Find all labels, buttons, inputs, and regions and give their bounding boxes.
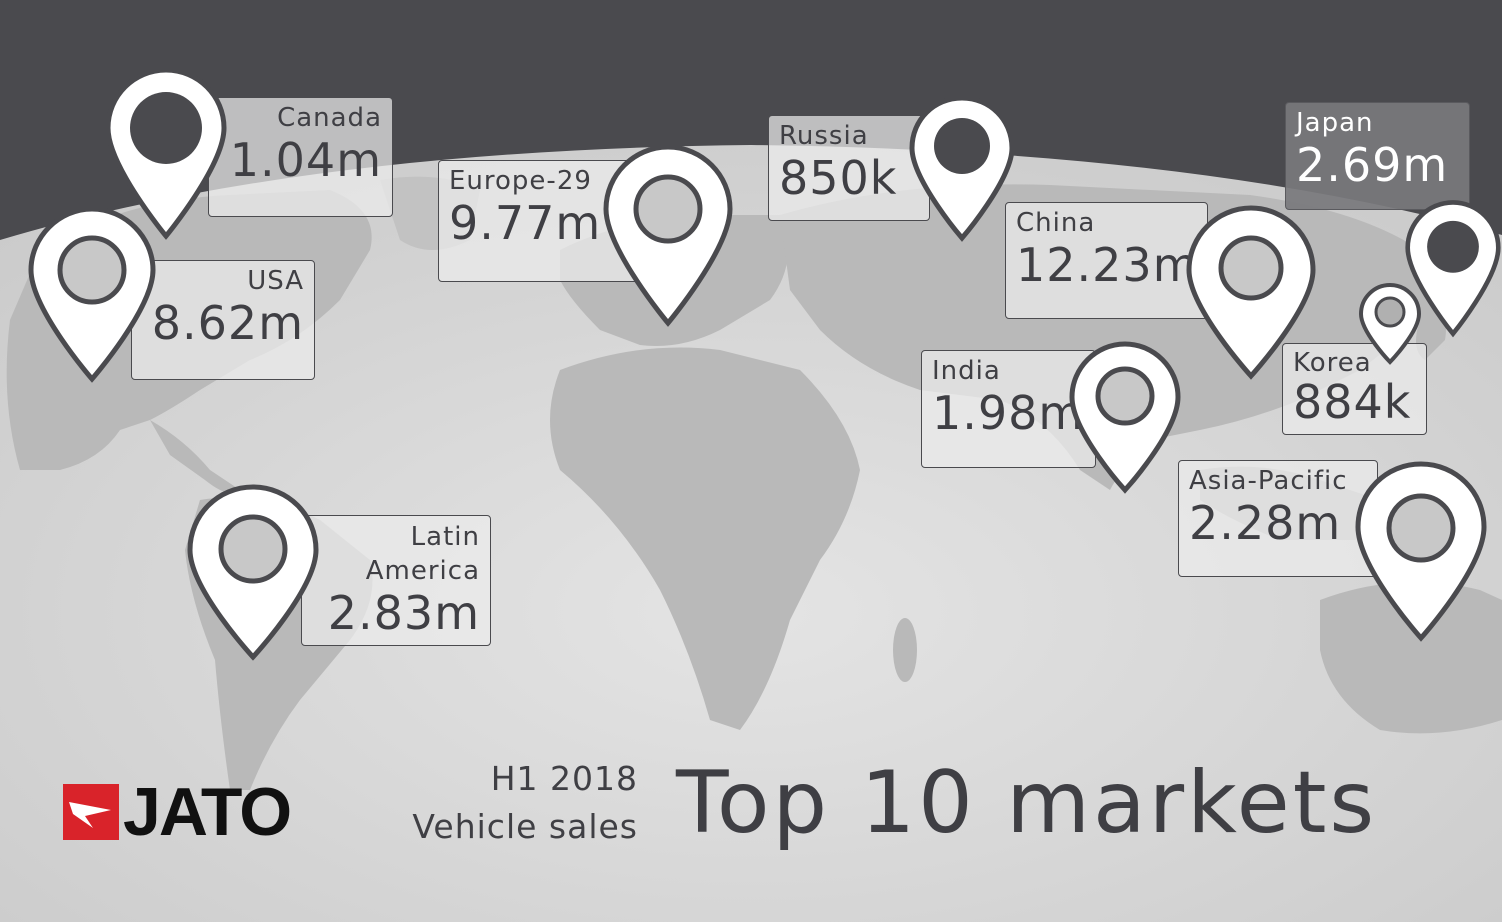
map-pin-icon — [28, 206, 156, 383]
subtitle-period: H1 2018 — [490, 759, 638, 798]
map-pin-icon — [1358, 282, 1422, 365]
market-label-europe: Europe-29 9.77m — [438, 160, 638, 282]
market-label-korea: Korea 884k — [1282, 343, 1427, 435]
subtitle-metric: Vehicle sales — [412, 807, 638, 846]
market-value-canada: 1.04m — [229, 133, 382, 187]
market-name-korea: Korea — [1293, 348, 1372, 378]
market-label-india: India 1.98m — [921, 350, 1096, 468]
map-pin-icon — [603, 144, 733, 327]
market-label-russia: Russia 850k — [768, 115, 930, 221]
market-label-usa: USA 8.62m — [131, 260, 315, 380]
land-central-america — [150, 420, 240, 494]
market-value-russia: 850k — [779, 151, 898, 205]
market-name-usa: USA — [247, 266, 304, 296]
page-title: Top 10 markets — [676, 753, 1378, 853]
market-label-latin-america: Latin America 2.83m — [301, 515, 491, 646]
map-pin-icon — [909, 95, 1015, 242]
land-africa — [550, 347, 860, 730]
market-name-latin-america-line1: Latin — [410, 522, 480, 552]
market-name-asia-pacific: Asia-Pacific — [1189, 466, 1348, 496]
jato-logo-mark — [63, 784, 119, 840]
market-value-japan: 2.69m — [1296, 138, 1449, 192]
market-label-canada: Canada 1.04m — [208, 97, 393, 217]
subtitle: H1 2018 Vehicle sales — [340, 755, 638, 851]
market-value-korea: 884k — [1293, 375, 1412, 429]
market-value-india: 1.98m — [932, 386, 1085, 440]
market-name-russia: Russia — [779, 121, 869, 151]
market-name-canada: Canada — [277, 103, 382, 133]
map-pin-icon — [1069, 341, 1181, 494]
market-name-latin-america-line2: America — [365, 556, 480, 586]
market-value-asia-pacific: 2.28m — [1189, 496, 1342, 550]
market-name-india: India — [932, 356, 1001, 386]
map-pin-icon — [1355, 461, 1487, 642]
market-name-china: China — [1016, 208, 1096, 238]
jato-logo: JATO — [63, 774, 292, 850]
market-label-asia-pacific: Asia-Pacific 2.28m — [1178, 460, 1378, 577]
map-pin-icon — [1405, 200, 1501, 338]
market-value-china: 12.23m — [1016, 238, 1199, 292]
market-label-japan: Japan 2.69m — [1285, 102, 1470, 210]
land-madagascar — [893, 618, 917, 682]
map-pin-icon — [187, 484, 319, 661]
land-australia — [1320, 582, 1502, 734]
map-pin-icon — [105, 67, 227, 240]
map-pin-icon — [1186, 205, 1316, 380]
market-label-china: China 12.23m — [1005, 202, 1208, 319]
jato-logo-text: JATO — [123, 774, 292, 850]
market-value-latin-america: 2.83m — [327, 586, 480, 640]
market-name-japan: Japan — [1296, 108, 1374, 138]
market-value-europe: 9.77m — [449, 196, 602, 250]
market-value-usa: 8.62m — [151, 296, 304, 350]
market-name-europe: Europe-29 — [449, 166, 592, 196]
